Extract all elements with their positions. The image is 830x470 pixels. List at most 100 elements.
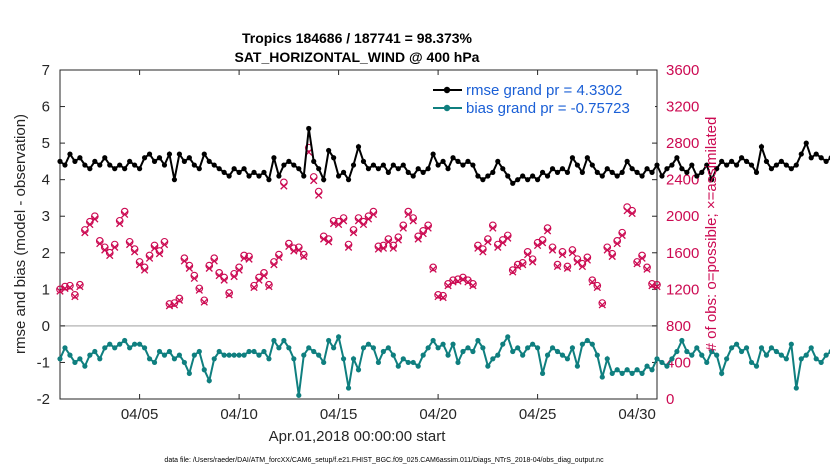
rmse-point: [530, 173, 536, 179]
chart-title: Tropics 184686 / 187741 = 98.373%: [242, 30, 473, 46]
bias-point: [251, 348, 257, 355]
bias-point: [82, 363, 88, 369]
rmse-point: [241, 166, 247, 172]
bias-point: [380, 348, 386, 355]
rmse-point: [510, 180, 516, 186]
bias-point: [435, 345, 441, 351]
obs-possible-point: [643, 263, 651, 272]
legend-box: [427, 79, 655, 117]
obs-assimilated-point: [464, 278, 472, 286]
rmse-point: [410, 173, 416, 179]
rmse-point: [664, 166, 670, 172]
bias-point: [286, 345, 292, 351]
rmse-point: [604, 166, 610, 172]
chart-subtitle: SAT_HORIZONTAL_WIND @ 400 hPa: [235, 49, 480, 65]
obs-assimilated-point: [310, 176, 318, 185]
bias-point: [689, 352, 695, 358]
obs-assimilated-point: [623, 207, 631, 215]
bias-point: [485, 363, 491, 369]
rmse-point: [539, 169, 546, 175]
bias-point: [530, 341, 536, 347]
obs-assimilated-point: [484, 238, 492, 246]
rmse-point: [166, 151, 173, 157]
rmse-point: [480, 177, 486, 183]
rmse-point: [803, 140, 809, 146]
rmse-point: [286, 158, 292, 164]
y-tick-label: 7: [42, 62, 50, 79]
bias-point: [186, 370, 192, 377]
rmse-point: [201, 151, 207, 157]
obs-assimilated-point: [354, 217, 363, 225]
x-tick-label: 04/10: [220, 406, 258, 423]
obs-assimilated-point: [130, 248, 139, 256]
y-tick-label: 2: [42, 245, 50, 262]
rmse-point: [435, 162, 441, 168]
rmse-point: [609, 169, 615, 175]
data-file-footnote: data file: /Users/raeder/DAI/ATM_forcXX/…: [164, 457, 604, 464]
rmse-point: [151, 158, 158, 164]
rmse-point: [629, 166, 635, 172]
bias-point: [649, 367, 655, 373]
bias-point: [599, 374, 605, 380]
obs-assimilated-point: [106, 251, 114, 260]
obs-assimilated-point: [195, 286, 203, 294]
bias-point: [410, 359, 416, 366]
rmse-point: [336, 173, 342, 179]
y2-tick-label: 0: [666, 391, 674, 408]
bias-point: [246, 348, 252, 355]
legend-rmse-marker: [443, 86, 451, 94]
obs-assimilated-point: [205, 264, 213, 272]
y-tick-label: 1: [42, 281, 50, 298]
obs-assimilated-point: [638, 254, 646, 262]
bias-point: [798, 356, 804, 362]
obs-assimilated-point: [568, 249, 577, 257]
rmse-point: [684, 169, 690, 175]
obs-possible-point: [170, 299, 179, 307]
y2-axis-label: # of obs: o=possible; ×=assimilated: [703, 117, 720, 352]
y2-tick-label: 2800: [666, 135, 699, 152]
y2-tick-label: 800: [666, 318, 691, 335]
obs-assimilated-point: [245, 255, 253, 263]
bias-point: [176, 352, 182, 358]
bias-point: [127, 345, 133, 351]
bias-point: [709, 348, 715, 355]
bias-point: [704, 359, 710, 366]
bias-point: [614, 367, 620, 373]
bias-point: [62, 345, 68, 351]
rmse-point: [132, 162, 138, 168]
bias-point: [629, 370, 635, 377]
obs-assimilated-point: [111, 243, 119, 251]
obs-assimilated-point: [439, 293, 447, 302]
bias-point: [67, 352, 73, 358]
obs-assimilated-point: [444, 282, 452, 290]
bias-point: [395, 363, 401, 369]
obs-assimilated-point: [250, 283, 258, 292]
bias-point: [137, 341, 143, 347]
rmse-point: [470, 162, 476, 168]
bias-point: [77, 356, 83, 362]
rmse-point: [743, 158, 750, 164]
obs-assimilated-point: [603, 246, 611, 254]
obs-assimilated-point: [140, 266, 149, 274]
obs-assimilated-point: [235, 266, 243, 274]
bias-point: [510, 348, 516, 355]
obs-possible-point: [598, 299, 607, 307]
rmse-point: [316, 166, 322, 172]
bias-point: [539, 370, 546, 377]
bias-point: [326, 337, 332, 344]
obs-assimilated-point: [613, 239, 621, 248]
rmse-point: [644, 166, 650, 172]
rmse-point: [704, 162, 710, 168]
rmse-point: [699, 169, 705, 175]
bias-point: [141, 345, 148, 351]
bias-point: [271, 337, 277, 344]
bias-point: [301, 352, 307, 358]
obs-assimilated-point: [230, 272, 238, 281]
rmse-point: [758, 144, 765, 150]
rmse-point: [450, 155, 456, 161]
bias-point: [679, 337, 685, 344]
obs-assimilated-point: [121, 210, 129, 219]
bias-point: [748, 359, 755, 366]
obs-possible-point: [648, 280, 656, 288]
x-tick-label: 04/15: [320, 406, 358, 423]
